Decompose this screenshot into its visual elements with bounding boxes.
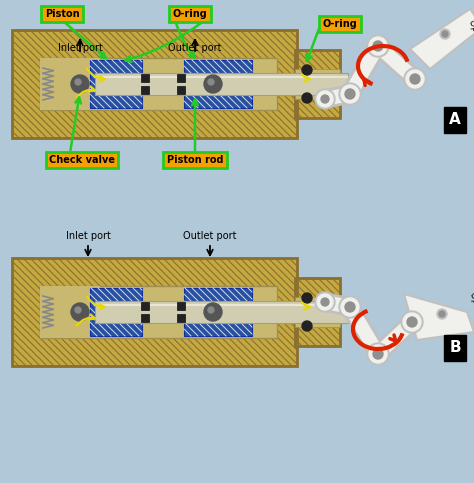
Circle shape: [439, 311, 445, 317]
Circle shape: [75, 79, 81, 85]
Circle shape: [404, 68, 426, 90]
Bar: [40, 58, 100, 110]
Circle shape: [367, 35, 389, 57]
Bar: [177, 302, 185, 310]
Circle shape: [437, 309, 447, 319]
Circle shape: [204, 75, 222, 93]
Circle shape: [406, 70, 424, 88]
Circle shape: [302, 65, 312, 75]
Text: Inlet port: Inlet port: [65, 231, 110, 241]
Circle shape: [321, 298, 329, 306]
Bar: [12, 258, 297, 366]
Bar: [295, 297, 340, 327]
Bar: [177, 74, 185, 82]
Bar: [90, 60, 142, 108]
Circle shape: [75, 307, 81, 313]
Bar: [12, 258, 297, 366]
Bar: [40, 286, 100, 338]
Circle shape: [345, 89, 355, 99]
Circle shape: [373, 41, 383, 51]
Circle shape: [208, 307, 214, 313]
Text: Piston rod: Piston rod: [167, 155, 223, 165]
Circle shape: [442, 31, 448, 37]
Text: O-ring: O-ring: [323, 19, 357, 29]
Text: Operating handle: Operating handle: [468, 291, 474, 363]
Circle shape: [407, 317, 417, 327]
Polygon shape: [410, 9, 474, 69]
Bar: [348, 304, 355, 320]
Bar: [40, 58, 277, 110]
Circle shape: [71, 303, 89, 321]
Circle shape: [410, 74, 420, 84]
Bar: [295, 50, 340, 118]
Text: O-ring: O-ring: [173, 9, 207, 19]
Circle shape: [341, 298, 359, 316]
Circle shape: [367, 343, 389, 365]
Circle shape: [373, 349, 383, 359]
Bar: [295, 50, 340, 118]
Circle shape: [315, 89, 335, 109]
Circle shape: [302, 321, 312, 331]
Circle shape: [341, 85, 359, 103]
Bar: [177, 314, 185, 322]
Bar: [95, 73, 348, 95]
Circle shape: [302, 293, 312, 303]
Bar: [177, 86, 185, 94]
Circle shape: [71, 75, 89, 93]
Circle shape: [403, 313, 421, 331]
Text: Inlet port: Inlet port: [57, 43, 102, 53]
Text: Operating handle: Operating handle: [467, 18, 474, 89]
Circle shape: [315, 292, 335, 312]
Bar: [12, 30, 297, 138]
Text: B: B: [449, 341, 461, 355]
Bar: [90, 288, 142, 336]
Bar: [184, 60, 252, 108]
Circle shape: [369, 345, 387, 363]
Text: Outlet port: Outlet port: [183, 231, 237, 241]
Bar: [141, 74, 149, 82]
Bar: [141, 86, 149, 94]
Circle shape: [321, 95, 329, 103]
Text: Outlet port: Outlet port: [168, 43, 222, 53]
Bar: [295, 69, 340, 99]
Circle shape: [440, 29, 450, 39]
Circle shape: [369, 37, 387, 55]
Circle shape: [208, 79, 214, 85]
Bar: [295, 278, 340, 346]
Text: Check valve: Check valve: [49, 155, 115, 165]
Circle shape: [339, 83, 361, 105]
Bar: [295, 278, 340, 346]
Bar: [40, 286, 277, 338]
Circle shape: [302, 93, 312, 103]
Bar: [12, 30, 297, 138]
Text: A: A: [449, 113, 461, 128]
Circle shape: [345, 302, 355, 312]
Bar: [95, 301, 348, 323]
Bar: [141, 314, 149, 322]
Polygon shape: [404, 294, 474, 340]
Circle shape: [317, 91, 333, 107]
Bar: [141, 302, 149, 310]
Bar: [184, 288, 252, 336]
Circle shape: [204, 303, 222, 321]
Circle shape: [317, 294, 333, 310]
Bar: [348, 76, 355, 92]
Circle shape: [339, 296, 361, 318]
Text: Piston: Piston: [45, 9, 79, 19]
Circle shape: [401, 311, 423, 333]
